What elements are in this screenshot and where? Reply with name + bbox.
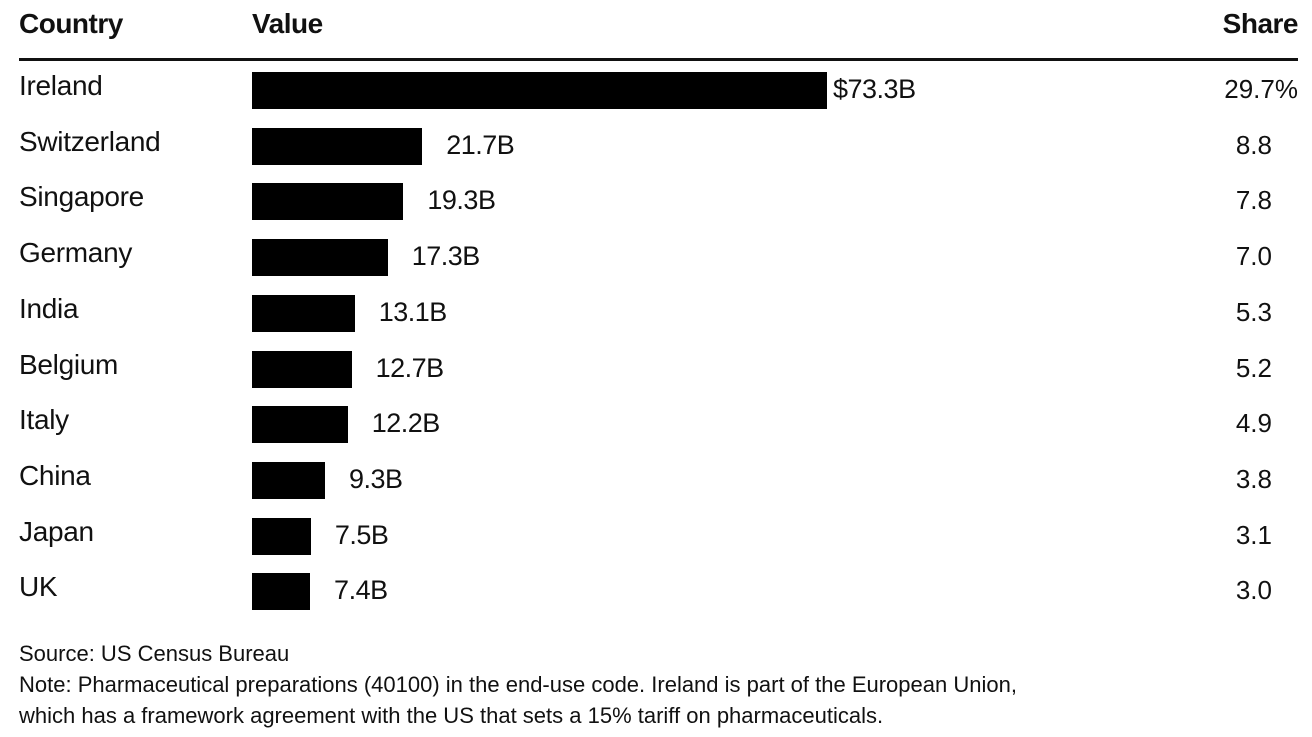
bar [252,517,311,555]
column-header-share: Share [1222,8,1299,39]
value-label: 12.2B [371,408,441,439]
bar [252,461,325,499]
share-label: 7.8 [1235,185,1272,216]
value-label: 21.7B [446,129,515,160]
column-header-value: Value [252,8,323,39]
share-label: 7.0 [1235,241,1272,272]
share-label: 3.8 [1235,463,1272,494]
share-label: 29.7% [1224,74,1298,104]
share-label: 4.9 [1235,408,1272,439]
country-label: China [19,459,91,491]
country-label: Switzerland [19,125,161,157]
bar [252,183,404,221]
bar [252,239,388,277]
value-label: 19.3B [427,185,496,216]
country-label: Ireland [19,70,103,101]
value-label: 9.3B [348,463,403,494]
bar [252,573,311,611]
country-label: Japan [19,515,94,547]
country-label: Italy [19,404,69,436]
country-label: Germany [19,237,133,269]
share-label: 8.8 [1235,129,1272,160]
share-label: 3.0 [1235,575,1272,606]
share-label: 3.1 [1235,519,1272,550]
bar [252,406,348,444]
bar [252,350,352,388]
value-label: $73.3B [833,74,916,104]
share-label: 5.2 [1235,352,1272,383]
header-divider [19,58,1298,61]
country-label: Belgium [19,348,119,380]
country-label: India [19,292,79,324]
bar [252,127,423,165]
note-line-1: Note: Pharmaceutical preparations (40100… [19,672,1017,697]
country-label: UK [19,571,58,603]
bar [252,294,355,332]
bar [252,72,827,109]
column-header-country: Country [19,8,123,39]
value-label: 17.3B [411,241,481,272]
country-label: Singapore [19,181,144,213]
value-label: 7.5B [334,519,389,550]
value-label: 12.7B [375,352,445,383]
chart-footer: Source: US Census Bureau Note: Pharmaceu… [19,638,1017,731]
note-line-2: which has a framework agreement with the… [19,703,884,728]
value-label: 7.4B [334,575,388,606]
source-note: Source: US Census Bureau [19,641,290,666]
value-label: 13.1B [378,296,448,327]
share-label: 5.3 [1235,296,1272,327]
